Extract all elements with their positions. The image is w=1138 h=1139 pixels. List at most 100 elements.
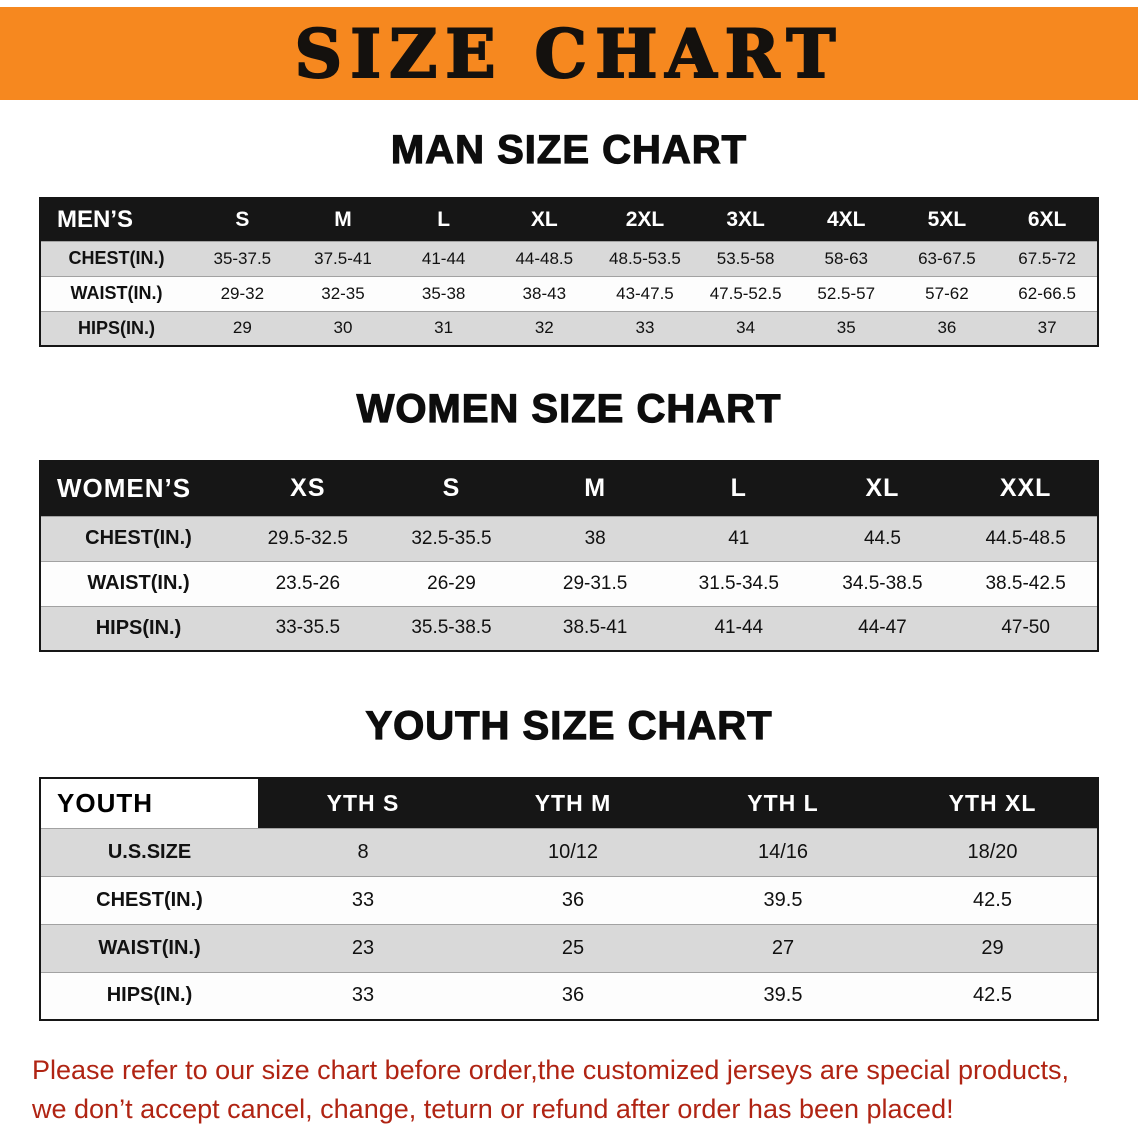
header-row: MEN’S S M L XL 2XL 3XL 4XL 5XL 6XL — [40, 198, 1098, 241]
measurement-value: 41 — [666, 515, 811, 561]
table-title-cell: YOUTH — [40, 778, 258, 828]
measurement-value: 18/20 — [888, 827, 1098, 876]
banner: SIZE CHART — [0, 7, 1138, 100]
measurement-value: 63-67.5 — [896, 240, 998, 276]
women-size-table: WOMEN’S XS S M L XL XXL CHEST(IN.) 29.5-32.5 32.5… — [39, 460, 1099, 652]
size-column-header: 3XL — [695, 198, 796, 241]
men-section: MAN SIZE CHART MEN’S S M L XL 2XL 3XL 4XL 5XL 6XL… — [0, 127, 1138, 347]
measurement-value: 38-43 — [493, 275, 595, 311]
measurement-value: 42.5 — [888, 875, 1098, 924]
measurement-value: 38 — [523, 515, 667, 561]
size-column-header: YTH XL — [888, 778, 1098, 828]
disclaimer-line-1: Please refer to our size chart before or… — [32, 1055, 1070, 1085]
size-column-header: YTH L — [678, 778, 888, 828]
row-label: CHEST(IN.) — [40, 515, 236, 561]
measurement-value: 37 — [997, 310, 1098, 346]
size-column-header: XS — [236, 461, 380, 516]
measurement-row: CHEST(IN.) 29.5-32.5 32.5-35.5 38 41 44.5 44.5… — [40, 515, 1098, 561]
measurement-value: 31 — [393, 310, 494, 346]
measurement-row: WAIST(IN.) 23.5-26 26-29 29-31.5 31.5-34.5 34… — [40, 560, 1098, 606]
women-section-heading: WOMEN SIZE CHART — [356, 386, 782, 431]
measurement-value: 58-63 — [795, 240, 897, 276]
measurement-value: 42.5 — [888, 971, 1098, 1020]
size-column-header: YTH S — [258, 778, 468, 828]
measurement-value: 14/16 — [678, 827, 888, 876]
measurement-value: 36 — [468, 875, 678, 924]
row-label: WAIST(IN.) — [40, 275, 192, 311]
measurement-value: 10/12 — [468, 827, 678, 876]
row-label: HIPS(IN.) — [40, 971, 258, 1020]
measurement-value: 44.5-48.5 — [954, 515, 1098, 561]
size-chart-content: MAN SIZE CHART MEN’S S M L XL 2XL 3XL 4XL 5XL 6XL… — [0, 127, 1138, 1129]
size-column-header: 6XL — [997, 198, 1098, 241]
size-column-header: 4XL — [795, 198, 897, 241]
size-column-header: M — [523, 461, 667, 516]
measurement-value: 29-32 — [192, 275, 293, 311]
measurement-value: 29 — [192, 310, 293, 346]
size-column-header: S — [379, 461, 524, 516]
size-column-header: L — [393, 198, 494, 241]
row-label: U.S.SIZE — [40, 827, 258, 876]
measurement-value: 33-35.5 — [236, 605, 380, 651]
measurement-value: 41-44 — [666, 605, 811, 651]
size-column-header: L — [666, 461, 811, 516]
measurement-value: 52.5-57 — [795, 275, 897, 311]
measurement-value: 44.5 — [810, 515, 955, 561]
measurement-value: 35-37.5 — [192, 240, 293, 276]
measurement-row: WAIST(IN.) 29-32 32-35 35-38 38-43 43-47.5 47.… — [40, 275, 1098, 311]
measurement-value: 44-47 — [810, 605, 955, 651]
measurement-value: 30 — [292, 310, 394, 346]
measurement-value: 26-29 — [379, 560, 524, 606]
measurement-value: 43-47.5 — [594, 275, 696, 311]
measurement-value: 32-35 — [292, 275, 394, 311]
size-column-header: S — [192, 198, 293, 241]
measurement-value: 29 — [888, 923, 1098, 972]
measurement-value: 31.5-34.5 — [666, 560, 811, 606]
measurement-row: CHEST(IN.) 35-37.5 37.5-41 41-44 44-48.5 48.5… — [40, 240, 1098, 276]
measurement-value: 33 — [258, 875, 468, 924]
size-column-header: XL — [493, 198, 595, 241]
measurement-value: 36 — [896, 310, 998, 346]
measurement-value: 23 — [258, 923, 468, 972]
measurement-value: 35 — [795, 310, 897, 346]
measurement-value: 23.5-26 — [236, 560, 380, 606]
size-column-header: 2XL — [594, 198, 696, 241]
table-title-cell: WOMEN’S — [40, 461, 236, 516]
page-title: SIZE CHART — [294, 14, 844, 93]
measurement-value: 38.5-41 — [523, 605, 667, 651]
measurement-value: 47.5-52.5 — [695, 275, 796, 311]
header-row: WOMEN’S XS S M L XL XXL — [40, 461, 1098, 516]
measurement-value: 47-50 — [954, 605, 1098, 651]
row-label: CHEST(IN.) — [40, 875, 258, 924]
youth-section-heading: YOUTH SIZE CHART — [365, 703, 773, 748]
size-column-header: YTH M — [468, 778, 678, 828]
measurement-value: 41-44 — [393, 240, 494, 276]
disclaimer: Please refer to our size chart before or… — [32, 1051, 1114, 1129]
measurement-value: 32 — [493, 310, 595, 346]
measurement-value: 37.5-41 — [292, 240, 394, 276]
measurement-value: 38.5-42.5 — [954, 560, 1098, 606]
measurement-row: WAIST(IN.) 23 25 27 29 — [40, 923, 1098, 972]
disclaimer-line-2: we don’t accept cancel, change, teturn o… — [32, 1094, 954, 1125]
youth-size-table: YOUTH YTH S YTH M YTH L YTH XL U.S.SIZE 8 10/12… — [39, 777, 1099, 1021]
size-column-header: XL — [810, 461, 955, 516]
women-section: WOMEN SIZE CHART WOMEN’S XS S M L XL XXL CHEST(… — [0, 386, 1138, 652]
measurement-value: 44-48.5 — [493, 240, 595, 276]
table-title-cell: MEN’S — [40, 198, 192, 241]
measurement-value: 29.5-32.5 — [236, 515, 380, 561]
measurement-value: 8 — [258, 827, 468, 876]
measurement-value: 29-31.5 — [523, 560, 667, 606]
size-column-header: 5XL — [896, 198, 998, 241]
measurement-value: 36 — [468, 971, 678, 1020]
measurement-value: 34.5-38.5 — [810, 560, 955, 606]
header-row: YOUTH YTH S YTH M YTH L YTH XL — [40, 778, 1098, 828]
size-column-header: M — [292, 198, 394, 241]
measurement-value: 27 — [678, 923, 888, 972]
measurement-row: CHEST(IN.) 33 36 39.5 42.5 — [40, 875, 1098, 924]
size-column-header: XXL — [954, 461, 1098, 516]
measurement-value: 35.5-38.5 — [379, 605, 524, 651]
measurement-value: 33 — [594, 310, 696, 346]
measurement-value: 35-38 — [393, 275, 494, 311]
measurement-value: 48.5-53.5 — [594, 240, 696, 276]
row-label: HIPS(IN.) — [40, 605, 236, 651]
